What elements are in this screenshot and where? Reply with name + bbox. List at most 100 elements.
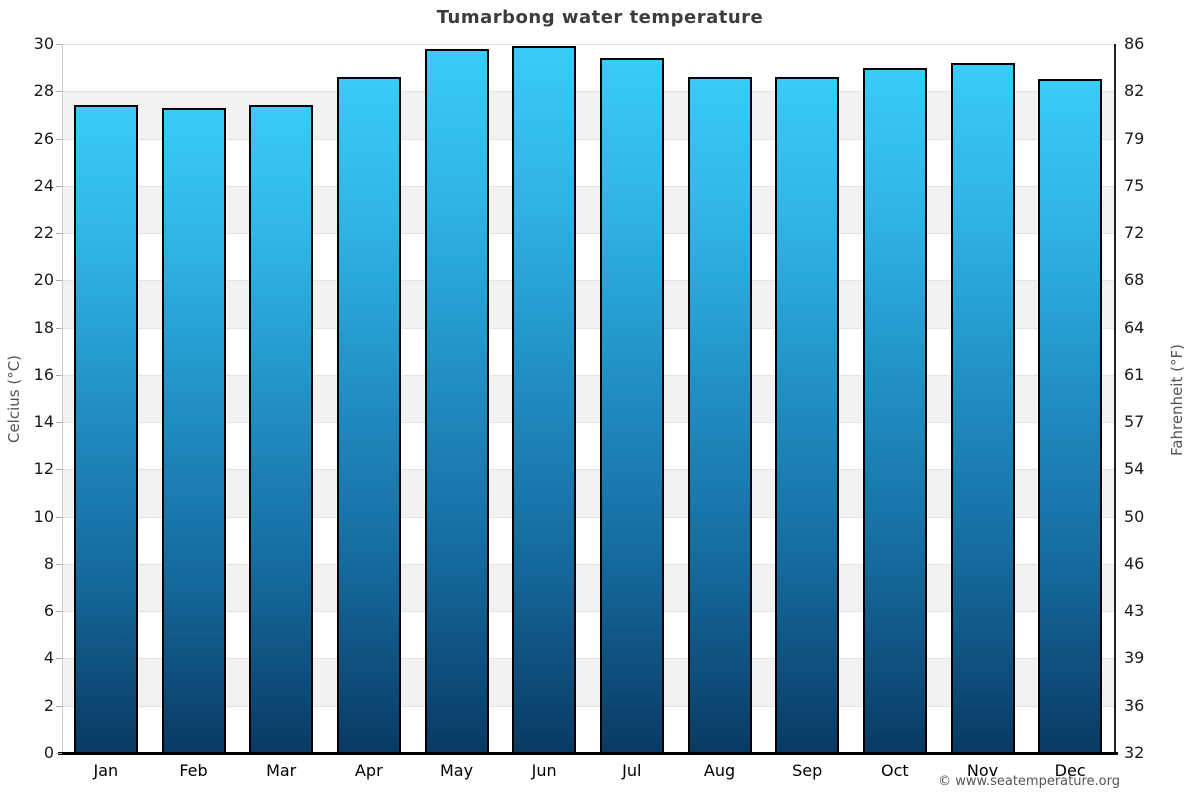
tick-mark [56,658,62,660]
month-label-jun: Jun [531,761,557,780]
celsius-tick-label: 24 [33,175,54,195]
month-label-sep: Sep [792,761,823,780]
grid-band [62,422,1114,470]
celsius-tick-label: 8 [43,553,54,573]
grid-band [62,658,1114,706]
tick-mark [56,705,62,707]
tick-mark [56,91,62,93]
temperature-bar-oct [862,67,927,753]
month-label-oct: Oct [880,761,909,780]
grid-band [62,374,1114,423]
gridline [62,327,1114,329]
gridline [62,516,1114,518]
month-label-may: May [439,761,474,780]
month-label-mar: Mar [266,761,297,780]
fahrenheit-tick-label: 75 [1124,175,1145,195]
tick-mark [56,374,62,376]
month-label-nov: Nov [966,761,999,780]
gridline [62,91,1114,93]
fahrenheit-tick-label: 68 [1124,270,1145,290]
tick-mark [56,422,62,424]
gridline [62,422,1114,424]
temperature-bar-feb [161,107,226,753]
month-label-aug: Aug [703,761,736,780]
tick-mark [56,563,62,565]
month-label-feb: Feb [179,761,208,780]
celsius-tick-label: 0 [43,743,54,762]
fahrenheit-tick-label: 61 [1124,364,1145,384]
grid-band [62,280,1114,328]
tick-mark [56,233,62,235]
gridline [62,44,1114,45]
fahrenheit-tick-label: 79 [1124,128,1145,148]
temperature-bar-apr [336,77,401,753]
attribution-text: © www.seatemperature.org [938,774,1120,789]
month-label-apr: Apr [354,761,383,780]
celsius-tick-label: 10 [33,506,54,526]
fahrenheit-tick-label: 82 [1124,81,1145,101]
gridline [62,658,1114,660]
temperature-bar-jan [73,105,138,753]
temperature-bar-jul [599,58,664,753]
tick-mark [56,611,62,613]
gridline [62,469,1114,471]
temperature-bar-aug [687,77,752,753]
y-axis-right-spine [1114,44,1116,753]
tick-mark [56,327,62,329]
tick-mark [56,185,62,187]
grid-band [62,233,1114,281]
fahrenheit-tick-label: 32 [1124,743,1145,762]
gridline [62,705,1114,707]
grid-band [62,327,1114,375]
fahrenheit-tick-label: 86 [1124,34,1145,53]
grid-band [62,91,1114,139]
celsius-tick-label: 28 [33,81,54,101]
celsius-tick-label: 6 [43,601,54,621]
gridline [62,280,1114,282]
grid-band [62,44,1114,92]
fahrenheit-tick-label: 50 [1124,506,1145,526]
celsius-tick-label: 16 [33,364,54,384]
celsius-tick-label: 18 [33,317,54,337]
fahrenheit-tick-label: 72 [1124,223,1145,243]
grid-band [62,516,1114,564]
temperature-bar-may [424,48,489,753]
temperature-bar-mar [249,105,314,753]
tick-mark [56,44,62,45]
temperature-bar-nov [950,62,1015,753]
grid-band [62,563,1114,612]
gridline [62,233,1114,235]
tick-mark [56,138,62,140]
tick-mark [56,516,62,518]
temperature-bar-dec [1038,79,1103,753]
gridline [62,185,1114,187]
y-axis-title-fahrenheit: Fahrenheit (°F) [1168,344,1186,456]
celsius-tick-label: 2 [43,695,54,715]
grid-band [62,469,1114,517]
tick-mark [56,753,62,754]
fahrenheit-tick-label: 43 [1124,601,1145,621]
month-label-dec: Dec [1054,761,1086,780]
celsius-tick-label: 14 [33,412,54,432]
fahrenheit-tick-label: 39 [1124,648,1145,668]
gridline [62,563,1114,565]
gridline [62,138,1114,140]
celsius-tick-label: 20 [33,270,54,290]
celsius-tick-label: 4 [43,648,54,668]
x-axis-line [58,752,1118,755]
celsius-tick-label: 12 [33,459,54,479]
plot-area [62,44,1114,753]
chart-title: Tumarbong water temperature [436,7,764,28]
fahrenheit-tick-label: 54 [1124,459,1145,479]
temperature-bar-jun [512,46,577,753]
celsius-tick-label: 30 [33,34,54,53]
fahrenheit-tick-label: 36 [1124,695,1145,715]
tick-mark [56,280,62,282]
tick-mark [56,469,62,471]
fahrenheit-tick-label: 57 [1124,412,1145,432]
celsius-tick-label: 26 [33,128,54,148]
fahrenheit-tick-label: 64 [1124,317,1145,337]
temperature-bar-sep [775,77,840,753]
gridline [62,374,1114,376]
